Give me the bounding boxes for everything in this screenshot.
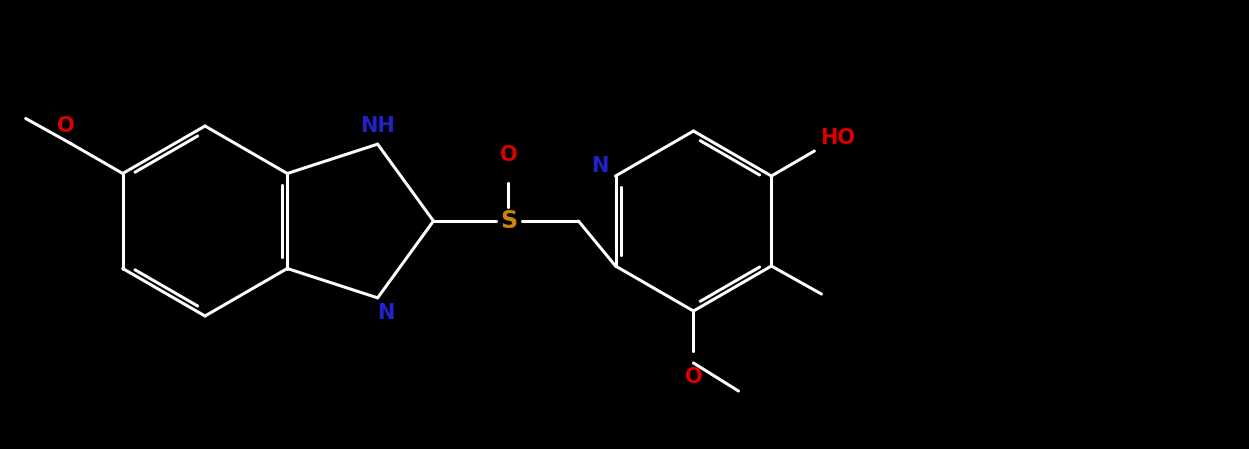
Text: NH: NH	[360, 116, 395, 136]
Text: S: S	[500, 209, 517, 233]
Text: O: O	[500, 145, 517, 165]
Text: HO: HO	[819, 128, 854, 148]
Text: N: N	[377, 303, 395, 323]
Text: O: O	[684, 367, 702, 387]
Text: N: N	[591, 156, 608, 176]
Text: O: O	[57, 115, 75, 136]
